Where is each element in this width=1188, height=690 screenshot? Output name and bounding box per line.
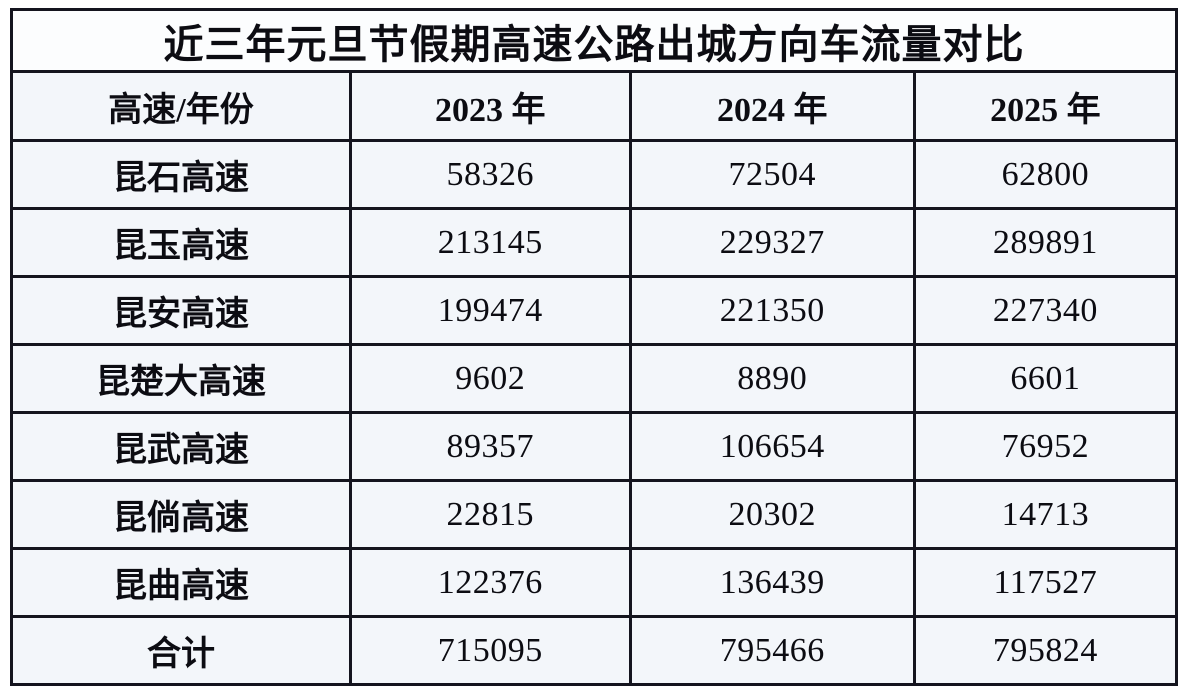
value-2023: 122376 bbox=[349, 547, 632, 618]
column-header-2025: 2025 年 bbox=[912, 70, 1179, 142]
value-2023: 58326 bbox=[349, 139, 632, 210]
total-2023: 715095 bbox=[349, 615, 632, 686]
value-2025: 6601 bbox=[912, 343, 1179, 414]
table-row-kunshi: 昆石高速 58326 72504 62800 bbox=[10, 139, 1179, 210]
column-header-highway-year: 高速/年份 bbox=[10, 70, 352, 142]
row-label: 昆楚大高速 bbox=[10, 343, 352, 414]
value-2025: 76952 bbox=[912, 411, 1179, 482]
value-2023: 22815 bbox=[349, 479, 632, 550]
table-row-kunqu: 昆曲高速 122376 136439 117527 bbox=[10, 547, 1179, 618]
value-2023: 199474 bbox=[349, 275, 632, 346]
value-2024: 8890 bbox=[628, 343, 916, 414]
value-2024: 20302 bbox=[628, 479, 916, 550]
table-row-kunan: 昆安高速 199474 221350 227340 bbox=[10, 275, 1179, 346]
traffic-comparison-table: 近三年元旦节假期高速公路出城方向车流量对比 高速/年份 2023 年 2024 … bbox=[10, 8, 1179, 686]
value-2024: 136439 bbox=[628, 547, 916, 618]
table-title: 近三年元旦节假期高速公路出城方向车流量对比 bbox=[10, 8, 1178, 73]
row-label: 昆玉高速 bbox=[10, 207, 352, 278]
value-2023: 9602 bbox=[349, 343, 632, 414]
row-label: 昆石高速 bbox=[10, 139, 352, 210]
total-2024: 795466 bbox=[628, 615, 916, 686]
column-header-2023: 2023 年 bbox=[349, 70, 632, 142]
total-2025: 795824 bbox=[912, 615, 1179, 686]
table-row-kunyu: 昆玉高速 213145 229327 289891 bbox=[10, 207, 1179, 278]
table-header-row: 高速/年份 2023 年 2024 年 2025 年 bbox=[10, 70, 1179, 142]
row-label-total: 合计 bbox=[10, 615, 352, 686]
value-2025: 14713 bbox=[912, 479, 1179, 550]
row-label: 昆曲高速 bbox=[10, 547, 352, 618]
table-row-total: 合计 715095 795466 795824 bbox=[10, 615, 1179, 686]
value-2025: 62800 bbox=[912, 139, 1179, 210]
table-title-row: 近三年元旦节假期高速公路出城方向车流量对比 bbox=[10, 8, 1178, 73]
value-2023: 89357 bbox=[349, 411, 632, 482]
value-2025: 227340 bbox=[912, 275, 1179, 346]
table-row-kunchuda: 昆楚大高速 9602 8890 6601 bbox=[10, 343, 1179, 414]
value-2024: 221350 bbox=[628, 275, 916, 346]
value-2024: 106654 bbox=[628, 411, 916, 482]
row-label: 昆安高速 bbox=[10, 275, 352, 346]
row-label: 昆武高速 bbox=[10, 411, 352, 482]
value-2025: 117527 bbox=[912, 547, 1179, 618]
value-2025: 289891 bbox=[912, 207, 1179, 278]
table-row-kunwu: 昆武高速 89357 106654 76952 bbox=[10, 411, 1179, 482]
table-row-kuntang: 昆倘高速 22815 20302 14713 bbox=[10, 479, 1179, 550]
column-header-2024: 2024 年 bbox=[628, 70, 916, 142]
value-2024: 72504 bbox=[628, 139, 916, 210]
row-label: 昆倘高速 bbox=[10, 479, 352, 550]
value-2023: 213145 bbox=[349, 207, 632, 278]
value-2024: 229327 bbox=[628, 207, 916, 278]
